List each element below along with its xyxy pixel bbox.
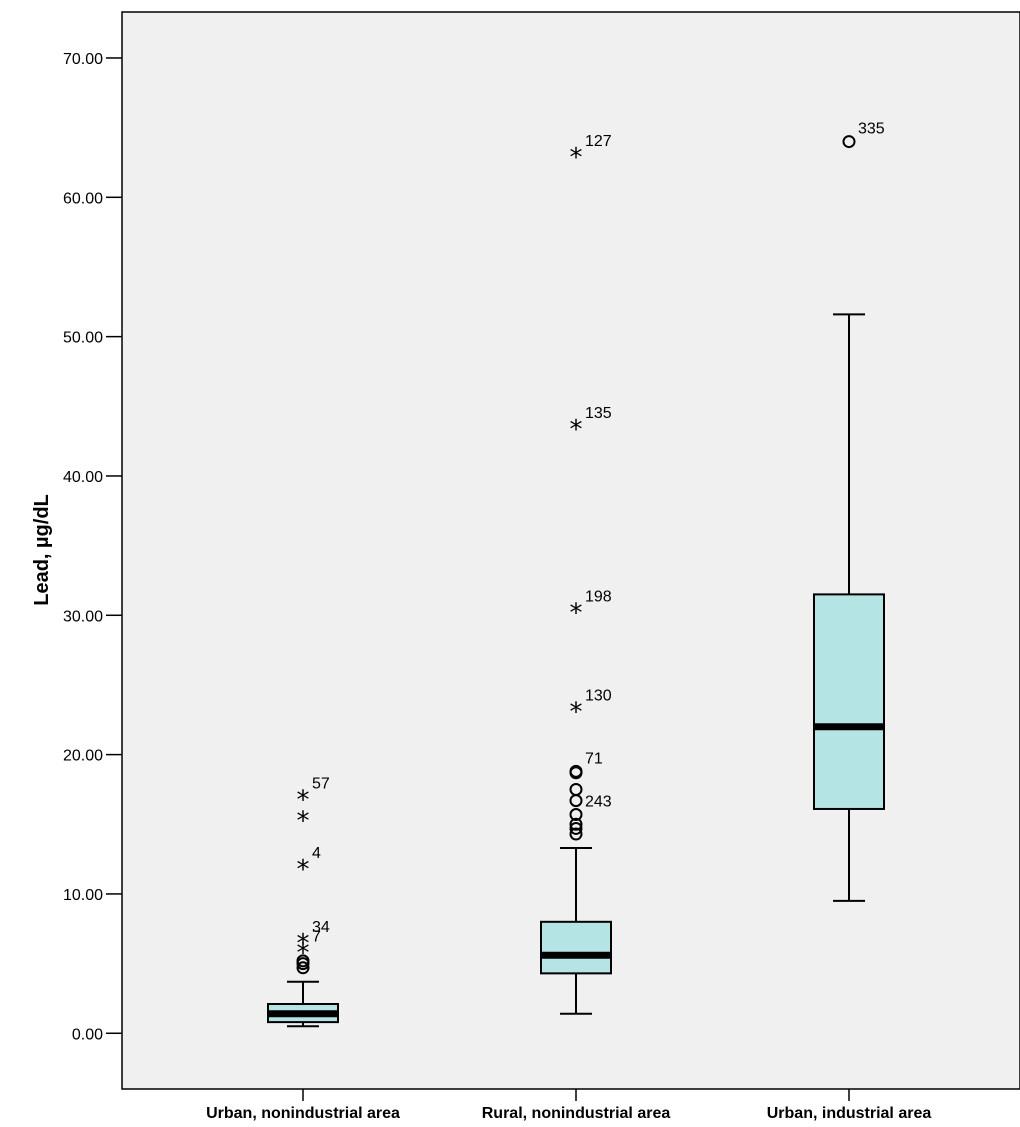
y-axis: 0.00 10.00 20.00 30.00 40.00 50.00 60.00 70.00: [63, 51, 122, 1043]
outlier-circle: [569, 817, 583, 831]
y-tick-label: 10.00: [63, 887, 103, 904]
outlier-label: 135: [585, 405, 612, 422]
outlier-circle: [296, 961, 310, 975]
x-axis: Urban, nonindustrial area Rural, nonindus…: [206, 1089, 931, 1122]
x-tick-label: Urban, nonindustrial area: [206, 1105, 400, 1122]
outlier-label: 34: [312, 919, 330, 936]
outlier-star: *: [297, 785, 310, 815]
outlier-circle: [842, 135, 856, 149]
y-tick-label: 0.00: [72, 1026, 103, 1043]
outlier-label: 130: [585, 688, 612, 705]
outlier-star: *: [570, 698, 583, 728]
y-axis-title: Lead, µg/dL: [31, 494, 53, 606]
outlier-star: *: [570, 415, 583, 445]
outlier-star: *: [297, 855, 310, 885]
box-group: *57**4*34*7: [267, 775, 339, 1028]
outlier-circle: [569, 766, 583, 780]
outlier-label: 335: [858, 121, 885, 138]
outlier-label: 57: [312, 775, 330, 792]
y-tick-label: 70.00: [63, 51, 103, 68]
outlier-label: 7: [312, 929, 321, 946]
outlier-circle: [569, 794, 583, 808]
box-iqr: [540, 920, 612, 975]
outlier-star: *: [297, 929, 310, 959]
outlier-circle: [296, 957, 310, 971]
plot-area: [121, 11, 1020, 1090]
outlier-label: 4: [312, 845, 321, 862]
outlier-label: 71: [585, 750, 603, 767]
y-tick-label: 20.00: [63, 748, 103, 765]
y-tick-label: 30.00: [63, 608, 103, 625]
x-tick-label: Urban, industrial area: [767, 1105, 932, 1122]
box-iqr: [813, 593, 885, 810]
outlier-label: 243: [585, 794, 612, 811]
outlier-circle: [569, 808, 583, 822]
outlier-circle: [569, 827, 583, 841]
outlier-star: *: [570, 599, 583, 629]
y-tick-label: 40.00: [63, 469, 103, 486]
outlier-circle: [569, 821, 583, 835]
outlier-star: *: [297, 939, 310, 969]
y-tick-label: 50.00: [63, 330, 103, 347]
x-tick-label: Rural, nonindustrial area: [482, 1105, 671, 1122]
outlier-star: *: [297, 806, 310, 836]
outlier-star: *: [570, 143, 583, 173]
outlier-label: 198: [585, 589, 612, 606]
box-group: 335: [813, 121, 885, 902]
outlier-label: 127: [585, 133, 612, 150]
y-tick-label: 60.00: [63, 190, 103, 207]
